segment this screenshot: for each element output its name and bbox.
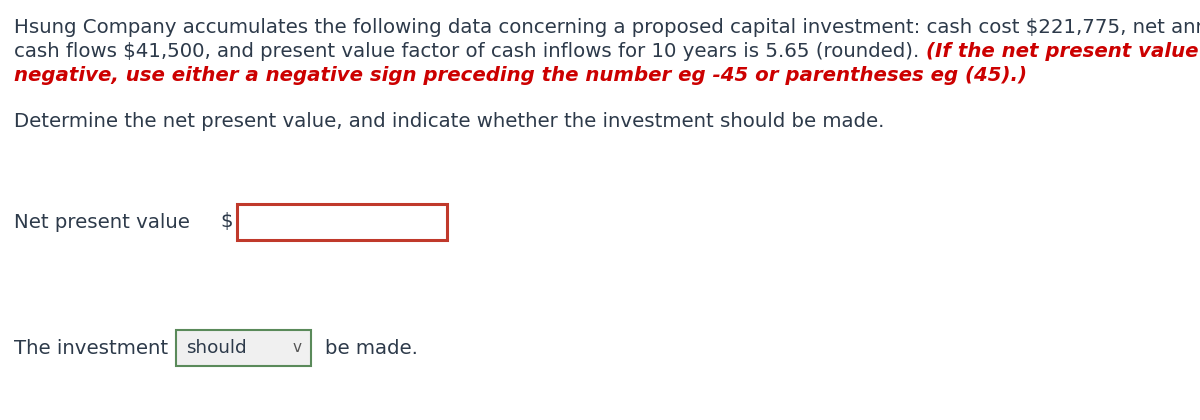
Text: The investment: The investment [14, 339, 168, 357]
Text: $: $ [220, 213, 233, 231]
Text: Hsung Company accumulates the following data concerning a proposed capital inves: Hsung Company accumulates the following … [14, 18, 1200, 37]
FancyBboxPatch shape [238, 204, 446, 240]
Text: negative, use either a negative sign preceding the number eg -45 or parentheses : negative, use either a negative sign pre… [14, 66, 1027, 85]
Text: cash flows $41,500, and present value factor of cash inflows for 10 years is 5.6: cash flows $41,500, and present value fa… [14, 42, 925, 61]
Text: (If the net present value is: (If the net present value is [925, 42, 1200, 61]
Text: v: v [293, 341, 302, 355]
Text: should: should [186, 339, 247, 357]
Text: Net present value: Net present value [14, 213, 190, 231]
Text: be made.: be made. [325, 339, 418, 357]
FancyBboxPatch shape [176, 330, 311, 366]
Text: Determine the net present value, and indicate whether the investment should be m: Determine the net present value, and ind… [14, 112, 884, 131]
